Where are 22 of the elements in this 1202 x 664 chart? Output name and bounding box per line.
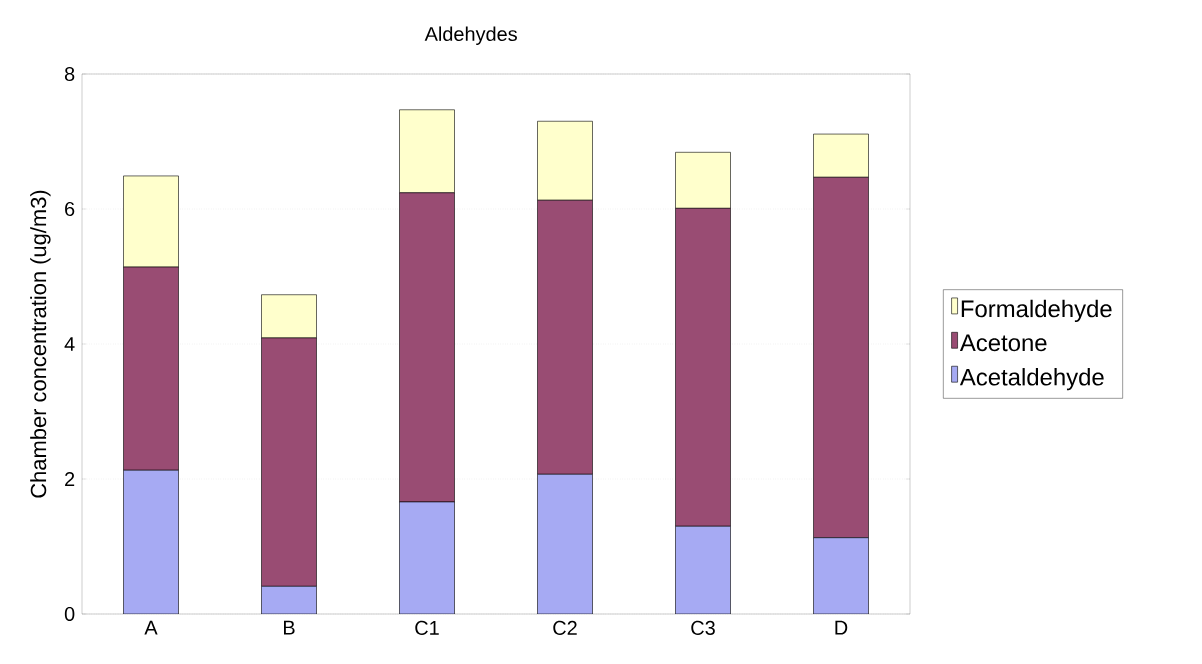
x-tick-label: C3 xyxy=(691,620,715,635)
bar xyxy=(399,501,455,614)
legend-label: Acetone xyxy=(959,334,1047,352)
y-tick-label: 8 xyxy=(64,66,75,82)
chart-title: Aldehydes xyxy=(424,26,517,45)
y-tick-label: 0 xyxy=(64,606,75,622)
x-tick-label: D xyxy=(835,620,848,635)
bar xyxy=(261,586,317,614)
bar xyxy=(813,537,869,614)
x-tick-label: C2 xyxy=(553,620,577,635)
bar xyxy=(537,473,593,614)
y-tick-label: 6 xyxy=(65,201,75,217)
bar xyxy=(123,469,179,614)
x-tick-label: C1 xyxy=(415,620,439,635)
y-tick-label: 2 xyxy=(65,472,75,486)
bar xyxy=(675,525,731,614)
x-tick-label: B xyxy=(284,620,295,635)
y-tick-label: 4 xyxy=(64,337,75,351)
legend-label: Formaldehyde xyxy=(961,299,1112,323)
legend-label: Acetaldehyde xyxy=(959,368,1104,391)
x-tick-label: A xyxy=(144,620,158,635)
y-axis-title: Chamber concentration (ug/m3) xyxy=(30,190,51,498)
